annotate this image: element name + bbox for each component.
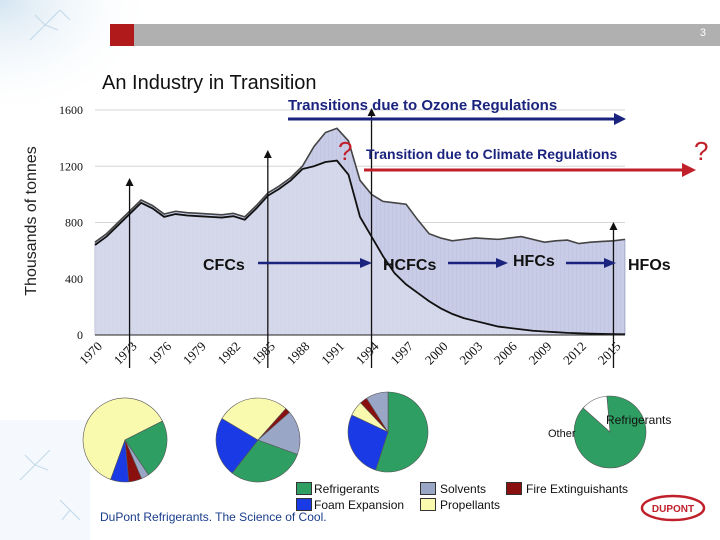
y-tick-label: 400 <box>65 272 83 286</box>
x-tick-label: 2006 <box>491 338 520 367</box>
x-tick-label: 1970 <box>76 339 105 368</box>
dupont-logo: DUPONT <box>640 494 706 522</box>
pie-2-slice-refrigerants <box>231 439 298 483</box>
header-accent-bar <box>110 24 134 46</box>
y-tick-label: 800 <box>65 216 83 230</box>
pie-1-slice-refrigerants <box>124 420 168 476</box>
total-line <box>94 127 626 245</box>
legend-label-fire-extinguishants: Fire Extinguishants <box>526 482 629 496</box>
pie-1-slice-foam-expansion <box>110 439 130 483</box>
x-tick-label: 2003 <box>456 339 485 368</box>
label-cfcs: CFCs <box>203 257 245 274</box>
x-tick-label: 1994 <box>353 338 382 367</box>
x-tick-label: 2009 <box>525 339 554 368</box>
x-tick-label: 1988 <box>284 339 313 368</box>
legend-label-solvents: Solvents <box>440 482 487 496</box>
pie-2-slice-propellants <box>221 397 287 441</box>
header-bar <box>134 24 720 46</box>
pie-3-slice-solvents <box>366 391 389 434</box>
label-hfos: HFOs <box>628 257 671 274</box>
cfc-line <box>94 159 626 336</box>
footer-brand: DuPont Refrigerants. The Science of Cool… <box>100 510 327 524</box>
pie-3-slice-foam-expansion <box>347 414 389 471</box>
pie-3-slice-refrigerants <box>375 391 429 473</box>
legend-swatch-foam-expansion <box>296 498 312 511</box>
x-tick-label: 1973 <box>111 339 140 368</box>
arrow-hcfc-to-hfc-head <box>496 258 508 268</box>
question-mark-right: ? <box>694 136 708 166</box>
pie-4-slice-other <box>582 395 611 433</box>
vline-1994-head <box>367 108 376 116</box>
vline-2015-head <box>609 222 618 230</box>
page-number: 3 <box>699 27 706 39</box>
slide-title: An Industry in Transition <box>102 72 317 94</box>
cfc-area <box>95 160 625 335</box>
y-tick-label: 1200 <box>59 159 83 173</box>
ozone-arrow-head <box>614 113 626 125</box>
legend-label-propellants: Propellants <box>440 498 501 512</box>
pie-1-slice-propellants <box>82 397 163 480</box>
x-tick-label: 1985 <box>249 339 278 368</box>
climate-arrow-head <box>682 163 696 177</box>
x-tick-label: 2012 <box>560 339 589 368</box>
legend-swatch-propellants <box>420 498 436 511</box>
label-hfcs: HFCs <box>513 253 555 270</box>
legend-swatch-fire-extinguishants <box>506 482 522 495</box>
arrow-cfc-to-hcfc-head <box>360 258 372 268</box>
arrow-hfc-to-hfo-head <box>604 258 616 268</box>
x-tick-label: 2015 <box>595 339 624 368</box>
x-tick-label: 1979 <box>180 339 209 368</box>
legend-swatch-solvents <box>420 482 436 495</box>
vline-1985-head <box>263 150 272 158</box>
x-tick-label: 1997 <box>387 338 416 367</box>
climate-label: Transition due to Climate Regulations <box>366 146 617 162</box>
y-tick-label: 1600 <box>59 103 83 117</box>
x-tick-label: 1976 <box>145 338 174 367</box>
pie-4-label-other: Other <box>548 428 576 440</box>
pie-4-label-refrigerants: Refrigerants <box>606 413 671 427</box>
svg-text:DUPONT: DUPONT <box>652 504 694 515</box>
vline-1973-head <box>125 178 134 186</box>
legend-label-refrigerants: Refrigerants <box>314 482 380 496</box>
y-tick-label: 0 <box>77 328 83 342</box>
legend-label-foam-expansion: Foam Expansion <box>314 498 405 512</box>
pie-2-slice-solvents <box>257 411 301 455</box>
label-hcfcs: HCFCs <box>383 257 436 274</box>
x-tick-label: 2000 <box>422 339 451 368</box>
question-mark-left: ? <box>338 136 352 166</box>
pie-2-slice-foam-expansion <box>215 418 259 474</box>
legend-swatch-refrigerants <box>296 482 312 495</box>
ozone-label: Transitions due to Ozone Regulations <box>288 97 557 114</box>
x-tick-label: 1991 <box>318 339 347 368</box>
x-tick-label: 1982 <box>214 339 243 368</box>
